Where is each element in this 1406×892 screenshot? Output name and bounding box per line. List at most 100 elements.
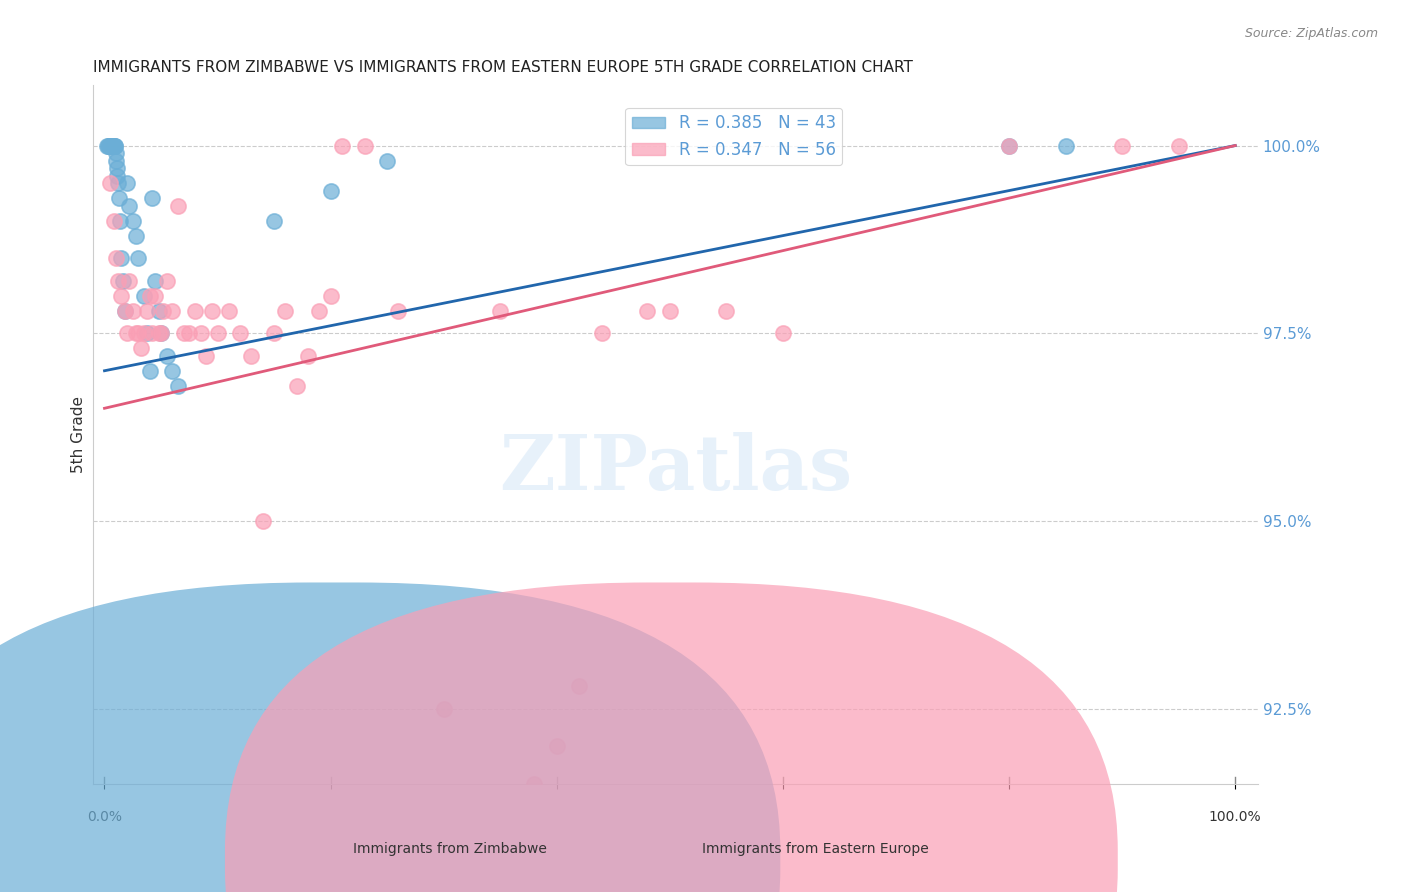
Point [998, 138, 1021, 153]
Point [121, 303, 143, 318]
Point [263, 213, 285, 227]
Point [218, 303, 240, 318]
Point [1054, 138, 1077, 153]
Point [141, 326, 163, 341]
Point [523, 777, 546, 791]
Point [98, 176, 121, 190]
Point [98, 138, 121, 153]
Point [179, 326, 201, 341]
Point [104, 138, 127, 153]
Point [104, 138, 127, 153]
Text: Immigrants from Eastern Europe: Immigrants from Eastern Europe [702, 842, 929, 856]
Point [308, 303, 330, 318]
Text: IMMIGRANTS FROM ZIMBABWE VS IMMIGRANTS FROM EASTERN EUROPE 5TH GRADE CORRELATION: IMMIGRANTS FROM ZIMBABWE VS IMMIGRANTS F… [93, 60, 912, 75]
Point [263, 326, 285, 341]
Point [103, 138, 125, 153]
Point [148, 326, 170, 341]
Point [125, 326, 148, 341]
Point [173, 326, 195, 341]
Text: 0.0%: 0.0% [87, 810, 122, 824]
Text: 100.0%: 100.0% [1209, 810, 1261, 824]
Point [121, 213, 143, 227]
Point [129, 341, 152, 355]
Point [1111, 138, 1133, 153]
Point [152, 303, 174, 318]
Point [104, 153, 127, 168]
Point [591, 326, 613, 341]
Point [156, 349, 179, 363]
Point [658, 303, 681, 318]
Point [148, 303, 170, 318]
Point [319, 288, 342, 302]
Point [127, 326, 149, 341]
Point [207, 326, 229, 341]
Point [162, 303, 184, 318]
Point [297, 349, 319, 363]
Point [101, 138, 124, 153]
Point [167, 378, 190, 392]
Point [546, 739, 568, 753]
Point [167, 198, 190, 212]
Point [184, 303, 207, 318]
Point [138, 364, 160, 378]
Point [127, 251, 149, 265]
Point [375, 153, 398, 168]
Point [433, 701, 456, 715]
Point [107, 274, 129, 288]
Point [115, 176, 138, 190]
Point [229, 326, 252, 341]
Point [136, 303, 159, 318]
Point [145, 274, 167, 288]
Point [190, 326, 212, 341]
Point [319, 184, 342, 198]
Point [105, 161, 128, 175]
Point [274, 303, 297, 318]
Point [114, 303, 136, 318]
Point [489, 303, 512, 318]
Point [107, 176, 129, 190]
Text: ZIPatlas: ZIPatlas [499, 433, 852, 507]
Point [353, 138, 375, 153]
Point [125, 228, 148, 243]
Point [97, 138, 120, 153]
Point [98, 138, 121, 153]
Point [110, 251, 132, 265]
Point [716, 303, 738, 318]
Point [252, 514, 274, 528]
Point [114, 303, 136, 318]
Point [100, 138, 122, 153]
Point [96, 138, 118, 153]
Point [118, 198, 141, 212]
Point [195, 349, 218, 363]
Point [162, 364, 184, 378]
Point [145, 288, 167, 302]
Point [104, 146, 127, 161]
Point [100, 138, 122, 153]
Point [141, 191, 163, 205]
Point [132, 326, 155, 341]
Point [111, 274, 134, 288]
Point [105, 169, 128, 183]
Point [150, 326, 173, 341]
Point [568, 679, 591, 693]
Point [103, 213, 125, 227]
Point [330, 138, 353, 153]
Point [103, 138, 125, 153]
Point [150, 326, 173, 341]
Point [104, 251, 127, 265]
Point [387, 303, 409, 318]
Point [1167, 138, 1189, 153]
Point [772, 326, 794, 341]
Point [132, 288, 155, 302]
Point [136, 326, 159, 341]
Point [138, 288, 160, 302]
Point [636, 303, 658, 318]
Point [110, 213, 132, 227]
Point [285, 378, 308, 392]
Point [156, 274, 179, 288]
Point [115, 326, 138, 341]
Point [240, 349, 263, 363]
Point [98, 138, 121, 153]
Point [998, 138, 1021, 153]
Text: Source: ZipAtlas.com: Source: ZipAtlas.com [1244, 27, 1378, 40]
